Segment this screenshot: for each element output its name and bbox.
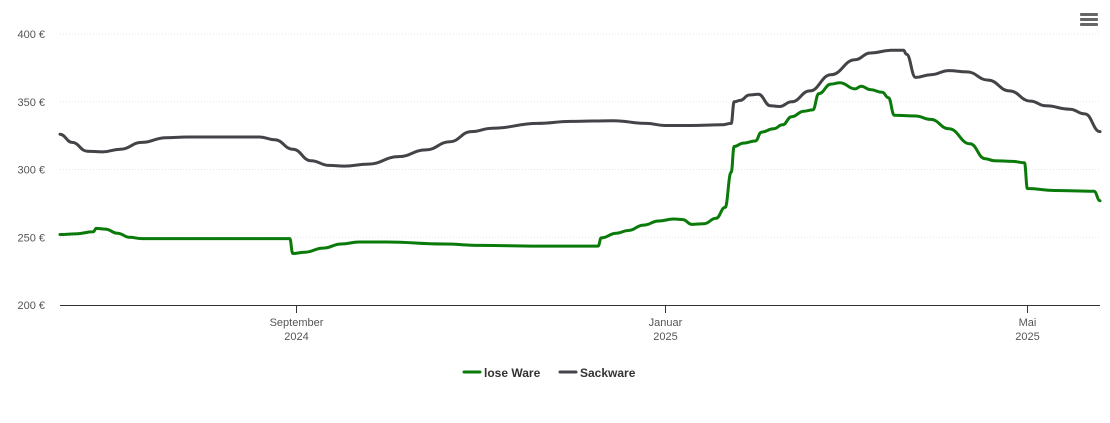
y-tick-label: 350 € — [17, 97, 45, 109]
legend-item-sackware[interactable]: Sackware — [558, 366, 636, 380]
x-tick-label-year: 2025 — [653, 331, 677, 343]
x-tick-label-month: Mai — [1019, 317, 1037, 329]
chart-menu-hamburger-icon[interactable] — [1078, 11, 1100, 33]
x-axis: September 2024 Januar 2025 Mai 2025 — [60, 305, 1100, 343]
x-tick-label-year: 2024 — [284, 331, 308, 343]
x-tick-label-month: September — [270, 317, 324, 329]
legend-label: lose Ware — [484, 366, 541, 380]
y-tick-label: 200 € — [17, 300, 45, 312]
x-tick-label-year: 2025 — [1015, 331, 1039, 343]
y-axis: 400 € 350 € 300 € 250 € 200 € — [17, 29, 45, 312]
series-lines — [58, 48, 1102, 255]
legend: lose Ware Sackware — [462, 366, 636, 380]
legend-label: Sackware — [580, 366, 636, 380]
y-tick-label: 300 € — [17, 165, 45, 177]
x-tick-label-month: Januar — [649, 317, 683, 329]
grid-lines — [60, 33, 1100, 238]
legend-item-lose-ware[interactable]: lose Ware — [462, 366, 541, 380]
series-line-lose-ware[interactable] — [58, 81, 1102, 255]
series-line-sackware[interactable] — [58, 48, 1102, 168]
y-tick-label: 250 € — [17, 232, 45, 244]
y-tick-label: 400 € — [17, 29, 45, 41]
